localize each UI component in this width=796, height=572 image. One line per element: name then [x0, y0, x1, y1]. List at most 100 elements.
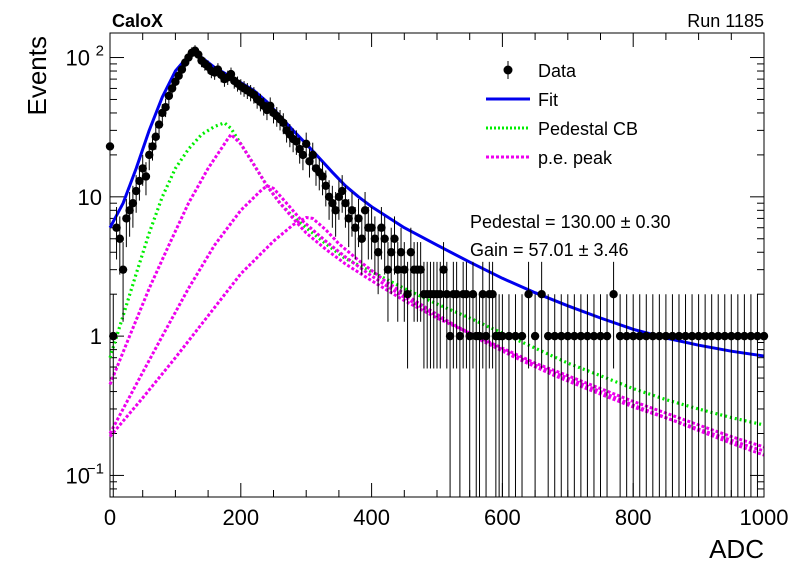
data-point — [177, 65, 187, 74]
stats-pedestal: Pedestal = 130.00 ± 0.30 — [470, 212, 671, 232]
data-point — [331, 206, 340, 215]
y-tick-label: 10 — [78, 185, 102, 210]
data-point — [733, 331, 743, 341]
data-point — [112, 223, 121, 232]
data-point — [118, 265, 128, 274]
y-tick-label: 10 — [66, 463, 90, 488]
data-point — [403, 289, 412, 299]
x-tick-label: 0 — [104, 505, 116, 530]
data-point — [436, 289, 445, 299]
data-point — [596, 331, 605, 341]
x-axis-label: ADC — [709, 534, 764, 564]
data-point — [115, 234, 125, 243]
data-point — [321, 181, 331, 190]
data-point — [462, 289, 471, 299]
data-point — [589, 331, 599, 341]
y-tick-exponent: −1 — [87, 460, 104, 477]
data-point — [439, 265, 448, 274]
legend-marker-data — [503, 65, 513, 75]
data-point — [292, 137, 301, 146]
run-label: Run 1185 — [687, 11, 764, 31]
data-point — [609, 289, 618, 299]
x-tick-label: 200 — [222, 505, 259, 530]
legend-label-data: Data — [538, 61, 577, 81]
data-point — [635, 331, 644, 341]
data-point — [602, 331, 612, 341]
data-point — [740, 331, 749, 341]
data-point — [452, 289, 461, 299]
data-point — [416, 265, 425, 274]
data-point — [504, 331, 514, 341]
x-tick-label: 400 — [353, 505, 390, 530]
data-point — [141, 172, 151, 181]
data-point — [148, 142, 157, 151]
data-point — [648, 331, 658, 341]
y-tick-label: 1 — [90, 324, 102, 349]
y-tick-label: 10 — [66, 46, 90, 71]
data-point — [387, 248, 396, 257]
data-point — [128, 199, 138, 208]
x-tick-label: 1000 — [740, 505, 789, 530]
stats-gain: Gain = 57.01 ± 3.46 — [470, 240, 629, 260]
data-point — [753, 331, 762, 341]
data-point — [530, 331, 540, 341]
data-point — [151, 132, 160, 141]
data-point — [455, 331, 465, 341]
experiment-label: CaloX — [112, 11, 163, 31]
data-point — [576, 331, 586, 341]
data-point — [377, 223, 386, 232]
legend-label-pedestal: Pedestal CB — [538, 119, 638, 139]
data-point — [324, 192, 334, 202]
data-point — [720, 331, 729, 341]
pe-peak-curve — [108, 184, 765, 457]
data-point — [298, 150, 308, 160]
data-point — [337, 186, 347, 196]
data-point — [383, 265, 393, 274]
data-point — [308, 150, 317, 160]
data-point — [138, 164, 147, 173]
y-axis-label: Events — [22, 36, 52, 116]
data-point — [400, 265, 409, 274]
data-point — [164, 91, 174, 101]
data-point — [357, 234, 366, 243]
data-point — [674, 331, 684, 341]
data-point — [396, 248, 406, 257]
data-point — [122, 214, 131, 223]
data-point — [354, 214, 363, 223]
legend-label-pe: p.e. peak — [538, 148, 613, 168]
data-point — [347, 206, 357, 215]
data-point — [390, 234, 399, 243]
data-point — [266, 101, 275, 111]
data-point — [687, 331, 697, 341]
x-tick-label: 600 — [484, 505, 521, 530]
data-point — [478, 289, 487, 299]
data-point — [167, 84, 177, 93]
data-point — [318, 172, 327, 181]
data-point — [305, 157, 314, 166]
data-point — [629, 331, 638, 341]
data-point — [694, 331, 703, 341]
data-point — [279, 118, 288, 127]
data-point — [524, 289, 533, 299]
data-point — [498, 331, 507, 341]
data-point — [488, 289, 497, 299]
data-point — [360, 206, 370, 215]
data-point — [174, 71, 183, 80]
data-point — [642, 331, 651, 341]
data-point — [373, 248, 383, 257]
data-point — [465, 331, 474, 341]
data-point — [681, 331, 690, 341]
data-point — [700, 331, 710, 341]
data-point — [668, 331, 677, 341]
data-point — [154, 120, 164, 129]
data-point — [370, 234, 380, 243]
legend-label-fit: Fit — [538, 90, 558, 110]
data-point — [351, 223, 360, 232]
data-point — [226, 69, 236, 79]
data-point — [161, 102, 170, 112]
data-point — [145, 150, 154, 160]
pe-peak-curve — [108, 216, 765, 453]
data-point — [393, 265, 402, 274]
